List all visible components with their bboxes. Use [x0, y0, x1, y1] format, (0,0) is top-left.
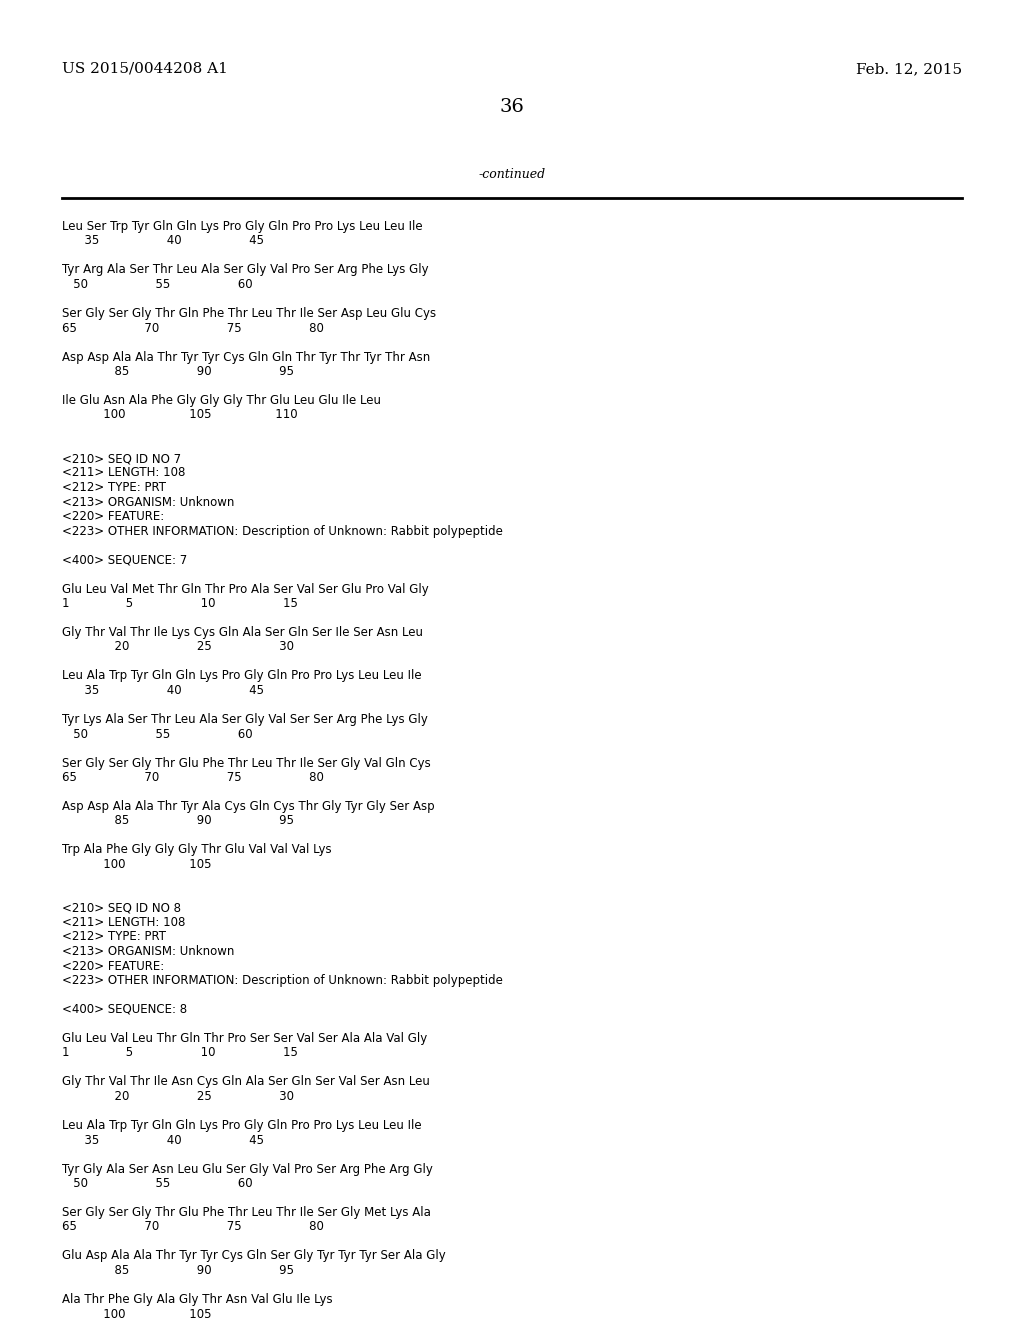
Text: <210> SEQ ID NO 8: <210> SEQ ID NO 8: [62, 902, 181, 915]
Text: <223> OTHER INFORMATION: Description of Unknown: Rabbit polypeptide: <223> OTHER INFORMATION: Description of …: [62, 524, 503, 537]
Text: 65                  70                  75                  80: 65 70 75 80: [62, 771, 324, 784]
Text: <210> SEQ ID NO 7: <210> SEQ ID NO 7: [62, 451, 181, 465]
Text: Tyr Arg Ala Ser Thr Leu Ala Ser Gly Val Pro Ser Arg Phe Lys Gly: Tyr Arg Ala Ser Thr Leu Ala Ser Gly Val …: [62, 264, 429, 276]
Text: Asp Asp Ala Ala Thr Tyr Ala Cys Gln Cys Thr Gly Tyr Gly Ser Asp: Asp Asp Ala Ala Thr Tyr Ala Cys Gln Cys …: [62, 800, 434, 813]
Text: 1               5                  10                  15: 1 5 10 15: [62, 1047, 298, 1060]
Text: <211> LENGTH: 108: <211> LENGTH: 108: [62, 916, 185, 929]
Text: 35                  40                  45: 35 40 45: [62, 684, 264, 697]
Text: Feb. 12, 2015: Feb. 12, 2015: [856, 62, 962, 77]
Text: Gly Thr Val Thr Ile Asn Cys Gln Ala Ser Gln Ser Val Ser Asn Leu: Gly Thr Val Thr Ile Asn Cys Gln Ala Ser …: [62, 1076, 430, 1089]
Text: Leu Ala Trp Tyr Gln Gln Lys Pro Gly Gln Pro Pro Lys Leu Leu Ile: Leu Ala Trp Tyr Gln Gln Lys Pro Gly Gln …: [62, 1119, 422, 1133]
Text: 1               5                  10                  15: 1 5 10 15: [62, 597, 298, 610]
Text: <213> ORGANISM: Unknown: <213> ORGANISM: Unknown: [62, 945, 234, 958]
Text: Trp Ala Phe Gly Gly Gly Thr Glu Val Val Val Lys: Trp Ala Phe Gly Gly Gly Thr Glu Val Val …: [62, 843, 332, 857]
Text: Gly Thr Val Thr Ile Lys Cys Gln Ala Ser Gln Ser Ile Ser Asn Leu: Gly Thr Val Thr Ile Lys Cys Gln Ala Ser …: [62, 626, 423, 639]
Text: 85                  90                  95: 85 90 95: [62, 814, 294, 828]
Text: <212> TYPE: PRT: <212> TYPE: PRT: [62, 931, 166, 944]
Text: Ile Glu Asn Ala Phe Gly Gly Gly Thr Glu Leu Glu Ile Leu: Ile Glu Asn Ala Phe Gly Gly Gly Thr Glu …: [62, 393, 381, 407]
Text: US 2015/0044208 A1: US 2015/0044208 A1: [62, 62, 228, 77]
Text: 100                 105: 100 105: [62, 1308, 212, 1320]
Text: Tyr Gly Ala Ser Asn Leu Glu Ser Gly Val Pro Ser Arg Phe Arg Gly: Tyr Gly Ala Ser Asn Leu Glu Ser Gly Val …: [62, 1163, 433, 1176]
Text: <400> SEQUENCE: 7: <400> SEQUENCE: 7: [62, 553, 187, 566]
Text: Leu Ala Trp Tyr Gln Gln Lys Pro Gly Gln Pro Pro Lys Leu Leu Ile: Leu Ala Trp Tyr Gln Gln Lys Pro Gly Gln …: [62, 669, 422, 682]
Text: Asp Asp Ala Ala Thr Tyr Tyr Cys Gln Gln Thr Tyr Thr Tyr Thr Asn: Asp Asp Ala Ala Thr Tyr Tyr Cys Gln Gln …: [62, 351, 430, 363]
Text: 65                  70                  75                  80: 65 70 75 80: [62, 322, 324, 334]
Text: Glu Asp Ala Ala Thr Tyr Tyr Cys Gln Ser Gly Tyr Tyr Tyr Ser Ala Gly: Glu Asp Ala Ala Thr Tyr Tyr Cys Gln Ser …: [62, 1250, 445, 1262]
Text: <213> ORGANISM: Unknown: <213> ORGANISM: Unknown: [62, 495, 234, 508]
Text: Ser Gly Ser Gly Thr Gln Phe Thr Leu Thr Ile Ser Asp Leu Glu Cys: Ser Gly Ser Gly Thr Gln Phe Thr Leu Thr …: [62, 308, 436, 319]
Text: 50                  55                  60: 50 55 60: [62, 1177, 253, 1191]
Text: -continued: -continued: [478, 168, 546, 181]
Text: 50                  55                  60: 50 55 60: [62, 279, 253, 290]
Text: <212> TYPE: PRT: <212> TYPE: PRT: [62, 480, 166, 494]
Text: 35                  40                  45: 35 40 45: [62, 1134, 264, 1147]
Text: 36: 36: [500, 98, 524, 116]
Text: 100                 105: 100 105: [62, 858, 212, 871]
Text: Ser Gly Ser Gly Thr Glu Phe Thr Leu Thr Ile Ser Gly Met Lys Ala: Ser Gly Ser Gly Thr Glu Phe Thr Leu Thr …: [62, 1206, 431, 1218]
Text: 100                 105                 110: 100 105 110: [62, 408, 298, 421]
Text: 50                  55                  60: 50 55 60: [62, 727, 253, 741]
Text: <223> OTHER INFORMATION: Description of Unknown: Rabbit polypeptide: <223> OTHER INFORMATION: Description of …: [62, 974, 503, 987]
Text: <211> LENGTH: 108: <211> LENGTH: 108: [62, 466, 185, 479]
Text: 85                  90                  95: 85 90 95: [62, 1265, 294, 1276]
Text: 65                  70                  75                  80: 65 70 75 80: [62, 1221, 324, 1233]
Text: Glu Leu Val Leu Thr Gln Thr Pro Ser Ser Val Ser Ala Ala Val Gly: Glu Leu Val Leu Thr Gln Thr Pro Ser Ser …: [62, 1032, 427, 1045]
Text: Ala Thr Phe Gly Ala Gly Thr Asn Val Glu Ile Lys: Ala Thr Phe Gly Ala Gly Thr Asn Val Glu …: [62, 1294, 333, 1305]
Text: Tyr Lys Ala Ser Thr Leu Ala Ser Gly Val Ser Ser Arg Phe Lys Gly: Tyr Lys Ala Ser Thr Leu Ala Ser Gly Val …: [62, 713, 428, 726]
Text: <400> SEQUENCE: 8: <400> SEQUENCE: 8: [62, 1003, 187, 1016]
Text: <220> FEATURE:: <220> FEATURE:: [62, 510, 164, 523]
Text: Ser Gly Ser Gly Thr Glu Phe Thr Leu Thr Ile Ser Gly Val Gln Cys: Ser Gly Ser Gly Thr Glu Phe Thr Leu Thr …: [62, 756, 431, 770]
Text: Leu Ser Trp Tyr Gln Gln Lys Pro Gly Gln Pro Pro Lys Leu Leu Ile: Leu Ser Trp Tyr Gln Gln Lys Pro Gly Gln …: [62, 220, 423, 234]
Text: <220> FEATURE:: <220> FEATURE:: [62, 960, 164, 973]
Text: Glu Leu Val Met Thr Gln Thr Pro Ala Ser Val Ser Glu Pro Val Gly: Glu Leu Val Met Thr Gln Thr Pro Ala Ser …: [62, 582, 429, 595]
Text: 20                  25                  30: 20 25 30: [62, 640, 294, 653]
Text: 20                  25                  30: 20 25 30: [62, 1090, 294, 1104]
Text: 35                  40                  45: 35 40 45: [62, 235, 264, 248]
Text: 85                  90                  95: 85 90 95: [62, 366, 294, 378]
